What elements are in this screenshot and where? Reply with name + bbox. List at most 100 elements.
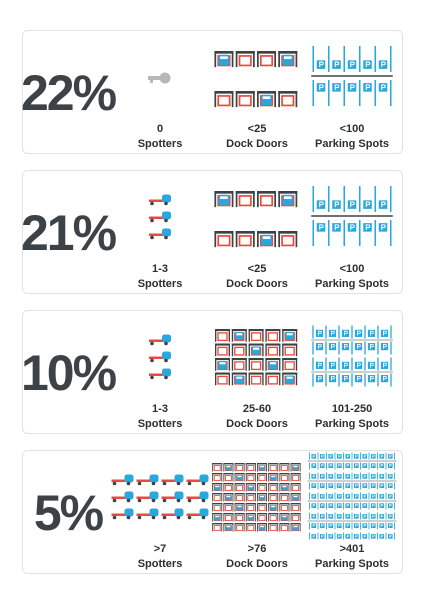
parking-p <box>389 474 392 478</box>
door-post <box>243 513 245 522</box>
door-truck-window <box>271 475 276 478</box>
parking-p <box>321 494 324 498</box>
door-post <box>245 503 247 512</box>
door-post <box>279 523 281 532</box>
spotter-icons <box>148 72 171 84</box>
door-post <box>268 513 270 522</box>
door-frame <box>292 475 300 482</box>
card-bg <box>22 310 403 434</box>
door-post <box>279 503 281 512</box>
parking-p <box>365 84 371 90</box>
door-frame <box>213 525 221 532</box>
truck-chassis <box>136 496 152 499</box>
door-post <box>288 473 290 482</box>
door-header <box>290 483 301 485</box>
door-frame <box>269 525 277 532</box>
door-header <box>248 343 264 346</box>
parking-label: Parking Spots <box>315 418 389 430</box>
card: 10% 1-3 Spotters 25-60 Dock Doors 101-250 Park… <box>21 310 403 434</box>
parking-p <box>346 523 350 528</box>
door-frame <box>267 346 279 356</box>
door-frame <box>217 332 228 342</box>
truck-chassis <box>111 479 127 482</box>
truck-chassis <box>149 233 164 236</box>
door-header <box>268 463 279 465</box>
door-post <box>277 523 279 532</box>
door-frame <box>267 332 279 342</box>
door-post <box>279 463 281 472</box>
parking-p <box>338 523 341 528</box>
door-header <box>212 513 223 515</box>
truck-wheel <box>150 341 154 346</box>
door-truck-window <box>237 505 242 508</box>
parking-p <box>329 523 333 528</box>
truck-wheel <box>151 515 156 520</box>
door-post <box>231 51 234 68</box>
truck-chassis <box>149 339 164 342</box>
door-frame <box>217 235 231 247</box>
door-post <box>248 329 250 342</box>
door-post <box>253 191 255 208</box>
door-header <box>257 231 276 234</box>
parking-p <box>312 503 316 508</box>
truck-cab <box>199 474 209 483</box>
parking-p <box>372 503 375 508</box>
door-post <box>245 493 247 502</box>
door-frame <box>238 95 252 107</box>
parking-p <box>382 376 387 381</box>
parking-p <box>365 61 371 68</box>
door-post <box>279 493 281 502</box>
parking-p <box>372 523 375 528</box>
door-post <box>274 91 276 108</box>
parking-p <box>321 463 324 468</box>
truck-wheel <box>162 481 167 486</box>
parking-p <box>369 376 374 381</box>
truck-wheel <box>164 358 168 363</box>
door-post <box>288 493 290 502</box>
door-post <box>299 483 301 492</box>
door-truck-window <box>260 465 264 468</box>
door-post <box>290 463 292 472</box>
key-head <box>159 72 171 84</box>
door-post <box>248 358 250 371</box>
parking-p <box>321 514 324 518</box>
parking-p <box>338 514 341 518</box>
door-post <box>288 463 290 472</box>
door-post <box>221 513 223 522</box>
door-post <box>288 503 290 512</box>
parking-p <box>334 201 340 208</box>
door-frame <box>250 332 262 342</box>
door-post <box>245 463 247 472</box>
parking-p <box>334 61 340 68</box>
door-post <box>232 483 234 492</box>
door-truck-window <box>286 376 293 379</box>
parking-p <box>363 534 367 538</box>
door-truck-window <box>260 495 264 498</box>
door-post <box>232 493 234 502</box>
door-post <box>234 503 236 512</box>
door-post <box>245 523 247 532</box>
door-frame <box>238 55 252 67</box>
door-post <box>288 513 290 522</box>
door-post <box>265 358 267 371</box>
door-header <box>268 523 279 525</box>
door-truck-window <box>236 333 243 336</box>
door-post <box>212 523 214 532</box>
truck-cab <box>149 474 159 483</box>
parking-p <box>329 503 333 508</box>
door-header <box>257 523 267 525</box>
parking-p <box>319 61 324 68</box>
door-truck-window <box>293 525 298 528</box>
percent: 5% <box>34 485 104 541</box>
truck-cab <box>149 491 159 500</box>
dock-icons <box>212 463 301 532</box>
door-truck-window <box>293 495 298 498</box>
door-post <box>231 372 234 386</box>
door-post <box>221 523 223 532</box>
door-post <box>215 372 217 386</box>
parking-p <box>321 503 324 508</box>
door-post <box>254 513 256 522</box>
parking-p <box>365 224 371 230</box>
truck-chassis <box>136 513 152 516</box>
truck-cab <box>162 368 171 377</box>
